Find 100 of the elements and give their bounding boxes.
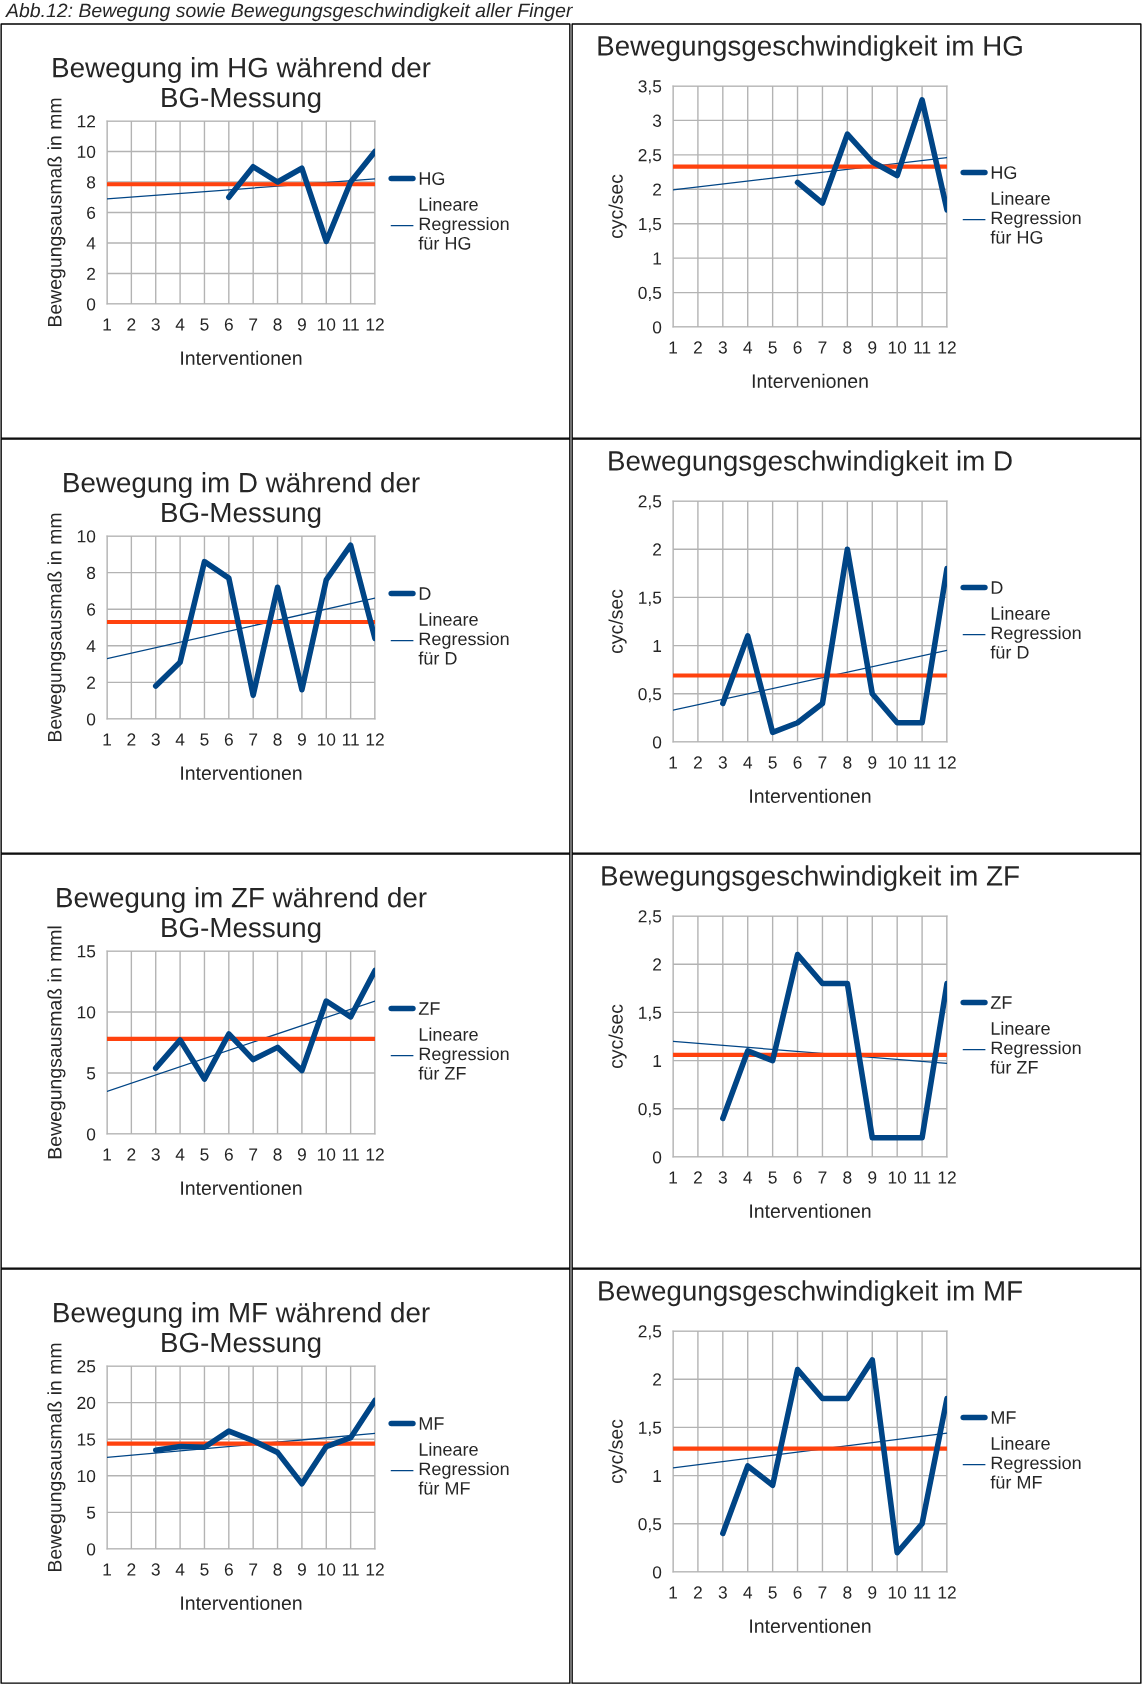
x-tick-label: 6: [793, 1171, 802, 1184]
x-tick-label: 2: [693, 341, 702, 354]
x-axis-title: Interventionen: [181, 350, 302, 366]
y-tick-label: 2: [653, 958, 662, 971]
x-tick-label: 9: [297, 1148, 306, 1161]
y-axis-title: Bewegungsausmaß in mm: [47, 98, 66, 326]
x-tick-label: 9: [868, 341, 877, 354]
x-tick-label: 4: [743, 1586, 753, 1599]
x-tick-label: 11: [342, 733, 359, 746]
x-tick-label: 11: [342, 318, 359, 331]
x-axis-title: Interventionen: [181, 1180, 302, 1196]
x-axis-title: Interventionen: [750, 1618, 871, 1634]
x-tick-label: 2: [127, 733, 136, 746]
x-axis-title: Interventionen: [750, 788, 871, 804]
y-tick-label: 1,5: [639, 1421, 662, 1436]
x-tick-label: 5: [200, 1148, 209, 1161]
x-tick-label: 4: [175, 733, 185, 746]
x-tick-label: 2: [693, 756, 702, 769]
chart-title: Bewegungsgeschwindigkeit im MF: [599, 1280, 1022, 1307]
x-tick-label: 6: [224, 1148, 233, 1161]
x-tick-label: 9: [297, 733, 306, 746]
y-tick-label: 10: [77, 1469, 96, 1483]
chart-title: Bewegungsgeschwindigkeit im D: [609, 450, 1012, 477]
y-tick-label: 0: [86, 298, 96, 311]
x-tick-label: 1: [103, 318, 111, 331]
y-tick-label: 4: [86, 237, 96, 250]
x-tick-label: 7: [818, 1171, 827, 1184]
x-tick-label: 7: [249, 733, 258, 746]
x-tick-label: 11: [914, 1171, 931, 1184]
x-tick-label: 10: [888, 756, 907, 769]
legend-label: Lineare Regression für MF: [990, 1436, 1081, 1489]
x-tick-label: 2: [127, 1563, 136, 1576]
x-tick-label: 6: [793, 1586, 802, 1599]
x-tick-label: 2: [693, 1171, 702, 1184]
legend-label: MF: [419, 1417, 444, 1430]
x-tick-label: 11: [914, 341, 931, 354]
x-tick-label: 6: [793, 756, 802, 769]
x-axis-title: Interventionen: [181, 765, 302, 781]
y-tick-label: 2: [87, 676, 96, 689]
x-tick-label: 12: [366, 733, 384, 746]
y-tick-label: 2: [653, 1373, 662, 1386]
legend-label: HG: [419, 172, 445, 185]
y-tick-label: 0,5: [638, 1102, 662, 1118]
y-axis-title: Bewegungsausmaß in mm: [47, 513, 66, 741]
y-tick-label: 6: [87, 603, 96, 616]
x-axis-title: Interventionen: [750, 1203, 871, 1219]
x-tick-label: 5: [768, 756, 777, 769]
x-tick-label: 3: [151, 733, 160, 746]
y-tick-label: 3: [652, 114, 662, 127]
x-tick-label: 11: [914, 1586, 931, 1599]
y-tick-label: 10: [77, 145, 96, 158]
y-tick-label: 2: [87, 267, 96, 280]
x-tick-label: 8: [843, 1171, 852, 1184]
x-tick-label: 7: [249, 1148, 258, 1161]
y-tick-label: 12: [77, 115, 96, 128]
y-tick-label: 3,5: [638, 80, 662, 95]
x-tick-label: 2: [127, 318, 136, 331]
legend-label: MF: [991, 1411, 1016, 1424]
y-axis-title: cyc/sec: [608, 589, 627, 654]
x-tick-label: 11: [342, 1563, 359, 1576]
y-tick-label: 1,5: [639, 1006, 662, 1021]
y-tick-label: 0: [652, 321, 662, 334]
x-tick-label: 10: [888, 341, 907, 354]
x-tick-label: 3: [151, 1563, 160, 1576]
y-axis-title: cyc/sec: [608, 174, 627, 239]
x-tick-label: 1: [669, 1171, 677, 1184]
x-tick-label: 9: [868, 1171, 877, 1184]
legend-label: HG: [991, 166, 1017, 179]
x-tick-label: 2: [693, 1586, 702, 1599]
x-axis-title: Interventionen: [181, 1595, 302, 1611]
x-tick-label: 12: [366, 1563, 384, 1576]
x-tick-label: 5: [200, 733, 209, 746]
y-tick-label: 2,5: [638, 1325, 662, 1340]
legend-label: Lineare Regression für HG: [418, 197, 509, 250]
y-tick-label: 0: [86, 1543, 96, 1556]
x-tick-label: 5: [200, 1563, 209, 1576]
y-tick-label: 20: [77, 1396, 96, 1410]
y-tick-label: 0: [86, 1128, 96, 1141]
y-tick-label: 25: [77, 1360, 96, 1373]
y-tick-label: 10: [77, 530, 96, 543]
x-tick-label: 4: [175, 1563, 185, 1576]
y-tick-label: 1: [653, 639, 662, 652]
y-tick-label: 1,5: [639, 218, 662, 233]
x-tick-label: 7: [249, 1563, 258, 1576]
x-tick-label: 12: [366, 318, 384, 331]
x-tick-label: 1: [669, 756, 677, 769]
x-tick-label: 8: [273, 318, 282, 331]
x-tick-label: 6: [224, 733, 233, 746]
x-tick-label: 3: [718, 756, 727, 769]
y-tick-label: 15: [77, 1433, 96, 1446]
x-tick-label: 7: [818, 341, 827, 354]
y-tick-label: 2,5: [638, 495, 662, 510]
legend-label: Lineare Regression für HG: [990, 191, 1081, 244]
x-tick-label: 10: [317, 318, 336, 331]
x-tick-label: 10: [888, 1171, 907, 1184]
y-axis-title: Bewegungsausmaß in mm: [47, 1343, 66, 1571]
x-tick-label: 7: [818, 1586, 827, 1599]
y-tick-label: 2,5: [638, 910, 662, 925]
y-tick-label: 0,5: [638, 687, 662, 703]
x-tick-label: 1: [103, 733, 111, 746]
